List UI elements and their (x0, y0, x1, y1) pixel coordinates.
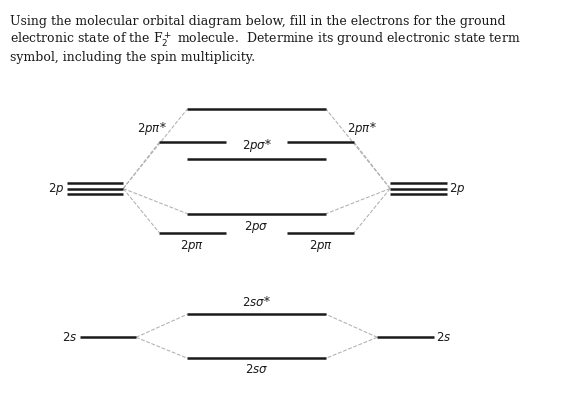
Text: $2p$: $2p$ (449, 181, 465, 197)
Text: $2p\pi$: $2p\pi$ (180, 238, 205, 253)
Text: Using the molecular orbital diagram below, fill in the electrons for the ground
: Using the molecular orbital diagram belo… (10, 15, 521, 64)
Text: $2s$: $2s$ (436, 331, 452, 344)
Text: $2p\pi$: $2p\pi$ (309, 238, 333, 253)
Text: $2p\sigma$: $2p\sigma$ (244, 219, 269, 235)
Text: $2p\sigma$*: $2p\sigma$* (242, 137, 272, 154)
Text: $2s$: $2s$ (62, 331, 77, 344)
Text: $2p$: $2p$ (48, 181, 65, 197)
Text: $2s\sigma$: $2s\sigma$ (245, 363, 268, 376)
Text: $2p\pi$*: $2p\pi$* (137, 120, 166, 137)
Text: $2p\pi$*: $2p\pi$* (347, 120, 377, 137)
Text: $2s\sigma$*: $2s\sigma$* (242, 295, 271, 309)
